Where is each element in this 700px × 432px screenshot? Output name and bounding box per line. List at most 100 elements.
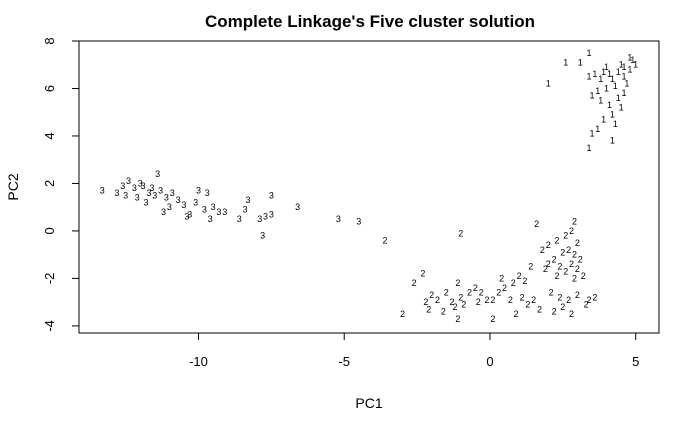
data-point: 2 — [557, 292, 562, 302]
data-point: 2 — [581, 271, 586, 281]
data-point: 3 — [167, 202, 172, 212]
data-point: 1 — [630, 55, 635, 65]
data-point: 2 — [520, 292, 525, 302]
data-point: 3 — [356, 216, 361, 226]
data-point: 3 — [269, 190, 274, 200]
x-tick-label: -10 — [189, 354, 208, 369]
data-point: 2 — [444, 288, 449, 298]
data-point: 2 — [575, 238, 580, 248]
data-point: 1 — [616, 67, 621, 77]
data-point: 2 — [552, 254, 557, 264]
data-point: 2 — [423, 297, 428, 307]
data-point: 3 — [135, 193, 140, 203]
data-point: 1 — [610, 110, 615, 120]
data-point: 3 — [193, 197, 198, 207]
data-point: 1 — [622, 62, 627, 72]
data-point: 2 — [383, 235, 388, 245]
data-point: 2 — [455, 314, 460, 324]
data-point: 1 — [595, 124, 600, 134]
data-point: 2 — [578, 254, 583, 264]
data-point: 2 — [496, 288, 501, 298]
data-point: 3 — [155, 169, 160, 179]
y-tick-label: -2 — [42, 273, 57, 285]
data-point: 3 — [196, 186, 201, 196]
data-point: 2 — [522, 276, 527, 286]
data-point: 2 — [587, 295, 592, 305]
data-point: 3 — [141, 181, 146, 191]
data-point: 3 — [237, 214, 242, 224]
y-tick-label: -4 — [42, 320, 57, 332]
data-point: 3 — [152, 190, 157, 200]
data-point: 3 — [257, 214, 262, 224]
data-point: 3 — [132, 183, 137, 193]
data-point: 1 — [589, 129, 594, 139]
data-point: 2 — [546, 259, 551, 269]
x-tick-label: 5 — [632, 354, 639, 369]
data-point: 2 — [549, 288, 554, 298]
data-point: 3 — [205, 188, 210, 198]
data-point: 1 — [633, 60, 638, 70]
data-point: 2 — [502, 283, 507, 293]
data-point: 2 — [473, 283, 478, 293]
data-point: 2 — [458, 292, 463, 302]
data-point: 2 — [514, 309, 519, 319]
data-point: 1 — [595, 86, 600, 96]
data-point: 3 — [123, 190, 128, 200]
data-point: 3 — [126, 176, 131, 186]
data-point: 3 — [144, 197, 149, 207]
y-tick-label: 4 — [42, 132, 57, 139]
data-point: 3 — [269, 209, 274, 219]
data-point: 1 — [587, 72, 592, 82]
data-point: 1 — [587, 143, 592, 153]
data-point: 3 — [208, 214, 213, 224]
data-point: 2 — [560, 247, 565, 257]
data-point: 1 — [604, 83, 609, 93]
data-point: 2 — [528, 262, 533, 272]
data-point: 3 — [158, 186, 163, 196]
data-point: 1 — [601, 67, 606, 77]
y-tick-label: 8 — [42, 37, 57, 44]
data-point: 2 — [452, 302, 457, 312]
y-tick-label: 0 — [42, 227, 57, 234]
data-point: 3 — [181, 200, 186, 210]
data-point: 1 — [563, 57, 568, 67]
data-point: 1 — [627, 53, 632, 63]
y-tick-label: 6 — [42, 85, 57, 92]
x-axis: -10 -5 0 5 — [189, 332, 639, 369]
data-point: 3 — [222, 207, 227, 217]
data-point: 3 — [246, 195, 251, 205]
data-point: 3 — [149, 183, 154, 193]
data-point: 3 — [260, 231, 265, 241]
y-tick-label: 2 — [42, 180, 57, 187]
data-point: 3 — [263, 212, 268, 222]
data-point: 3 — [161, 207, 166, 217]
data-point: 3 — [295, 202, 300, 212]
data-point: 2 — [450, 297, 455, 307]
data-point: 2 — [563, 231, 568, 241]
data-point: 2 — [531, 295, 536, 305]
data-point: 2 — [455, 278, 460, 288]
data-point: 2 — [400, 309, 405, 319]
y-axis-label: PC2 — [5, 173, 21, 200]
data-point: 2 — [546, 240, 551, 250]
data-point: 1 — [592, 69, 597, 79]
data-point: 2 — [572, 250, 577, 260]
data-point: 3 — [100, 186, 105, 196]
data-point: 2 — [552, 307, 557, 317]
data-point: 2 — [490, 295, 495, 305]
data-point: 1 — [598, 74, 603, 84]
data-point: 2 — [543, 264, 548, 274]
data-point: 2 — [525, 300, 530, 310]
plot-frame — [78, 40, 660, 334]
data-point: 1 — [619, 102, 624, 112]
data-point: 2 — [560, 302, 565, 312]
data-point: 2 — [575, 264, 580, 274]
data-point: 3 — [184, 212, 189, 222]
data-point: 1 — [578, 57, 583, 67]
data-point: 1 — [546, 79, 551, 89]
data-point: 2 — [420, 269, 425, 279]
data-point: 1 — [610, 136, 615, 146]
data-point: 3 — [336, 214, 341, 224]
data-point: 3 — [120, 181, 125, 191]
data-point: 3 — [211, 202, 216, 212]
